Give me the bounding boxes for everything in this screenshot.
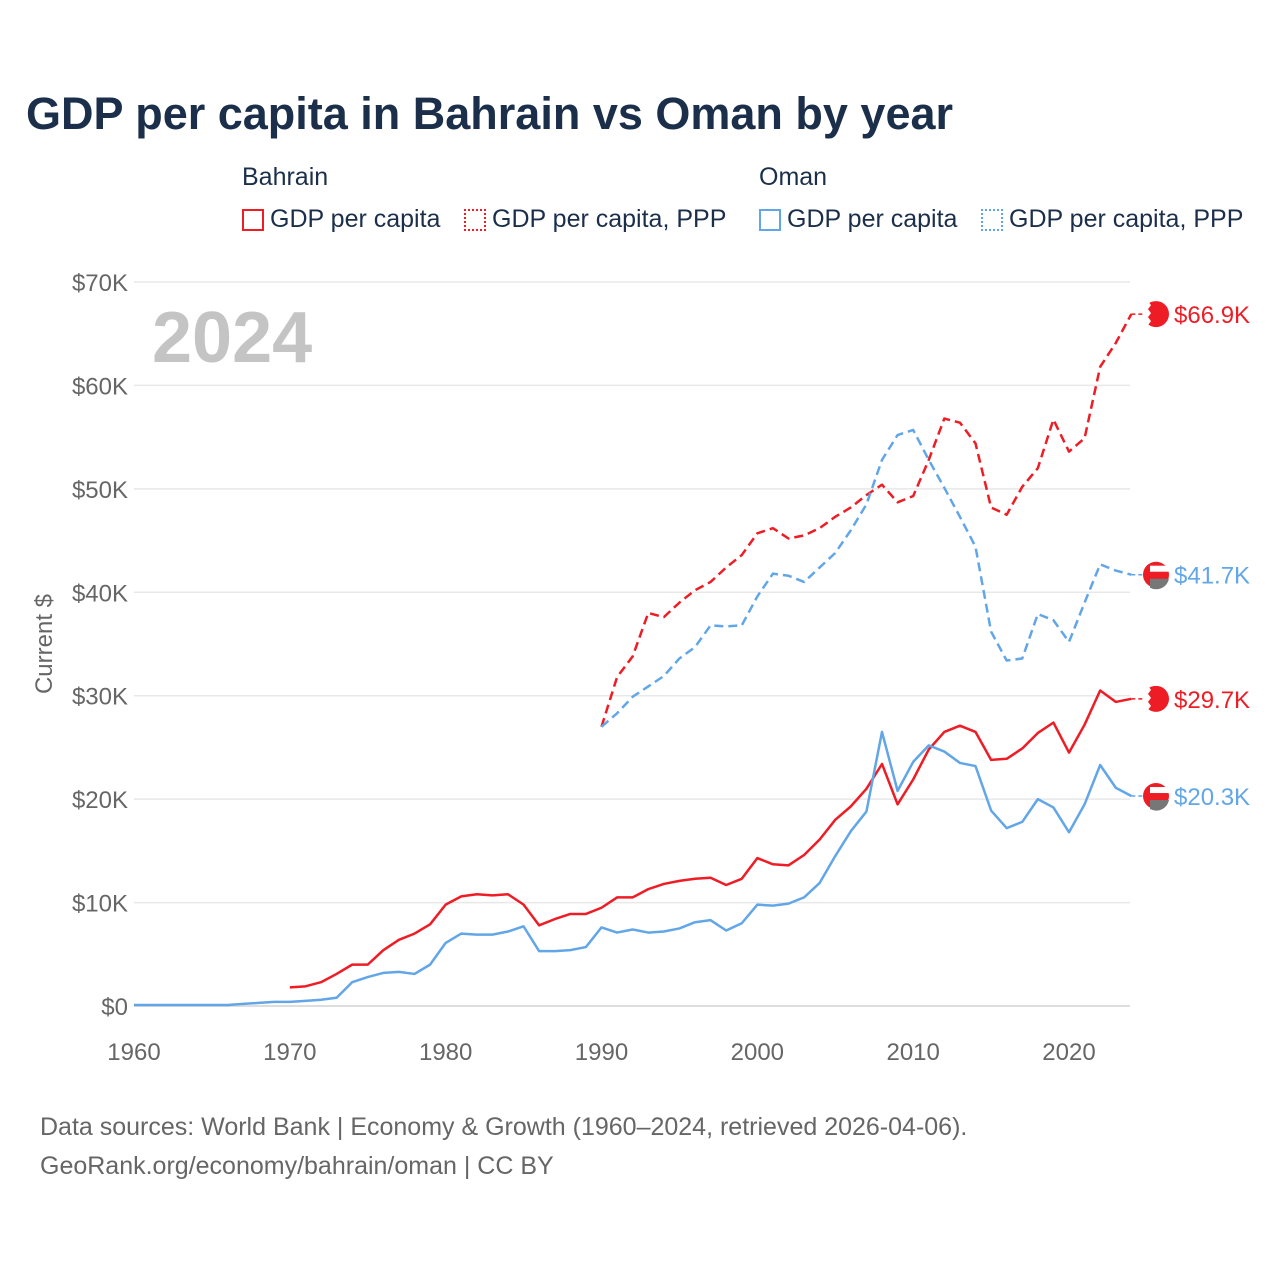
oman-flag-grey [1150, 800, 1169, 811]
legend-swatch [464, 208, 486, 231]
x-tick-label: 1970 [263, 1039, 316, 1066]
oman-flag-white [1150, 565, 1169, 572]
oman-flag-white [1150, 787, 1169, 794]
legend-swatch [242, 208, 264, 231]
legend-label: GDP per capita, PPP [1009, 205, 1244, 233]
series-line-oman-gdp [134, 730, 1132, 1007]
legend-swatch [759, 208, 781, 231]
end-value-label: $20.3K [1174, 784, 1250, 811]
end-value-label: $41.7K [1174, 563, 1250, 590]
legend-oman-gdp[interactable]: GDP per capita [759, 205, 957, 234]
legend-group-bahrain: Bahrain [242, 163, 329, 191]
legend-bahrain-ppp[interactable]: GDP per capita, PPP [464, 205, 726, 234]
x-tick-label: 2020 [1042, 1039, 1095, 1066]
footer-sources: Data sources: World Bank | Economy & Gro… [40, 1113, 968, 1141]
y-tick-label: $50K [72, 477, 128, 504]
legend-label: GDP per capita [270, 205, 441, 233]
footer: Data sources: World Bank | Economy & Gro… [40, 1108, 967, 1186]
y-tick-label: $40K [72, 580, 128, 607]
y-tick-label: $10K [72, 891, 128, 918]
y-tick-label: $60K [72, 373, 128, 400]
series-line-oman-ppp [600, 428, 1132, 728]
chart-title: GDP per capita in Bahrain vs Oman by yea… [26, 88, 954, 139]
series-line-bahrain-gdp [289, 689, 1132, 989]
y-tick-label: $20K [72, 787, 128, 814]
y-tick-label: $0 [101, 994, 128, 1021]
end-value-label: $66.9K [1174, 302, 1250, 329]
x-tick-label: 1980 [419, 1039, 472, 1066]
legend-label: GDP per capita, PPP [492, 205, 727, 233]
y-tick-label: $70K [72, 270, 128, 297]
series-line-bahrain-ppp [600, 313, 1133, 728]
oman-flag-grey [1150, 578, 1169, 590]
bahrain-flag-stripe [1143, 685, 1151, 710]
x-tick-label: 2010 [886, 1039, 939, 1066]
footer-link[interactable]: GeoRank.org/economy/bahrain/oman | CC BY [40, 1152, 554, 1180]
x-tick-label: 1990 [575, 1039, 628, 1066]
legend-group-oman: Oman [759, 163, 828, 191]
year-label: 2024 [152, 298, 312, 378]
y-tick-label: $30K [72, 684, 128, 711]
y-axis-label: Current $ [31, 594, 58, 694]
x-tick-label: 2000 [731, 1039, 784, 1066]
bahrain-flag-stripe [1143, 301, 1151, 326]
x-tick-label: 1960 [107, 1039, 160, 1066]
end-value-label: $29.7K [1174, 687, 1250, 714]
legend-bahrain-gdp[interactable]: GDP per capita [242, 205, 440, 234]
legend-oman-ppp[interactable]: GDP per capita, PPP [981, 205, 1243, 234]
legend-label: GDP per capita [787, 205, 958, 233]
legend-swatch [981, 208, 1003, 231]
